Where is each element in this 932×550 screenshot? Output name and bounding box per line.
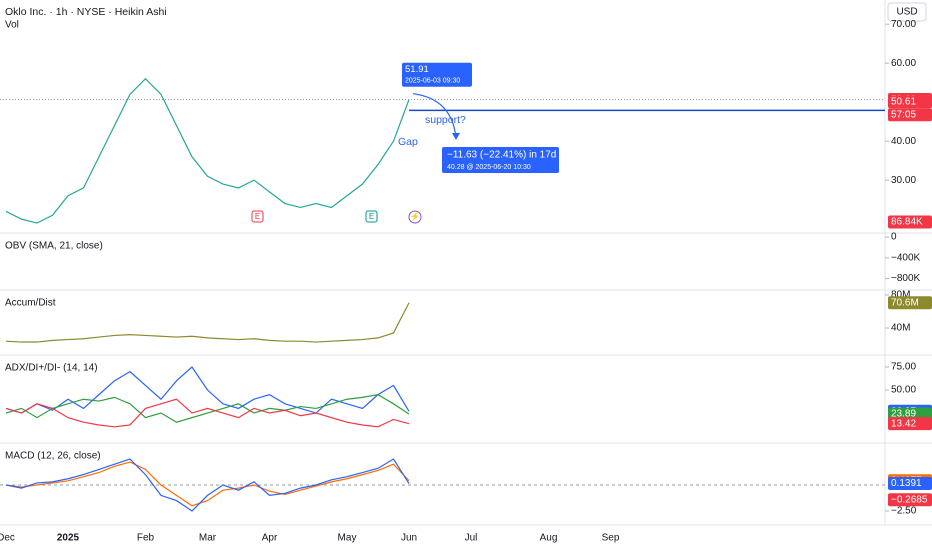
pane-title: OBV (SMA, 21, close) xyxy=(5,241,103,252)
measure-arrow xyxy=(412,93,457,139)
last-value-label: 13.42 xyxy=(891,418,916,429)
y-tick-label: 75.00 xyxy=(891,362,916,373)
y-tick-label: 40.00 xyxy=(891,136,916,147)
pane-title: ADX/DI+/DI- (14, 14) xyxy=(5,363,98,374)
y-tick-label: 40M xyxy=(891,323,910,334)
pane-title: MACD (12, 26, close) xyxy=(5,451,101,462)
svg-text:E: E xyxy=(369,212,374,221)
x-tick-label: Jul xyxy=(465,533,478,544)
pane-title: Oklo Inc. · 1h · NYSE · Heikin Ashi xyxy=(5,6,167,18)
last-value-label: 23.89 xyxy=(891,409,916,420)
x-tick-label: Apr xyxy=(262,533,278,544)
last-value-label-bg xyxy=(888,477,932,491)
measure-box xyxy=(442,147,559,174)
last-value-label: 0.1391 xyxy=(891,478,922,489)
pane-subtitle: Vol xyxy=(5,20,19,31)
x-tick-label: 2025 xyxy=(57,533,80,544)
currency: USD xyxy=(896,7,917,18)
series-line xyxy=(5,458,410,512)
series-line xyxy=(5,398,410,428)
measure-head xyxy=(452,133,460,141)
price-marker-bg xyxy=(888,95,932,109)
histogram-value-label: −0.2685 xyxy=(891,494,928,505)
y-tick-label: −800K xyxy=(891,273,921,284)
price-marker: 50.61 xyxy=(891,96,916,107)
x-tick-label: Mar xyxy=(199,533,217,544)
x-tick-label: Feb xyxy=(137,533,155,544)
countdown-bg xyxy=(888,108,932,122)
high-date: 2025-06-03 09:30 xyxy=(405,78,460,85)
x-tick-label: Aug xyxy=(540,533,558,544)
series-line xyxy=(5,302,410,343)
svg-text:⚡: ⚡ xyxy=(410,211,420,221)
y-tick-label: 60.00 xyxy=(891,58,916,69)
high-callout xyxy=(402,62,472,87)
x-tick-label: Sep xyxy=(602,533,620,544)
x-tick-label: May xyxy=(338,533,357,544)
series-line xyxy=(5,393,410,423)
last-value-label: 70.6M xyxy=(891,297,919,308)
currency-box[interactable] xyxy=(887,2,927,22)
earnings-icons: E E ⚡ xyxy=(251,210,422,224)
y-tick-label: 80M xyxy=(891,290,910,301)
pane-title: Accum/Dist xyxy=(5,298,56,309)
countdown: 57:05 xyxy=(891,109,916,120)
y-tick-label: −400K xyxy=(891,252,921,263)
x-tick-label: Dec xyxy=(0,533,15,544)
last-value-label-bg xyxy=(888,296,932,310)
y-tick-label: 50.00 xyxy=(891,385,916,396)
gap-label: Gap xyxy=(398,136,418,148)
svg-text:E: E xyxy=(255,212,260,221)
volume-marker: 86.84K xyxy=(891,217,923,228)
high-value: 51.91 xyxy=(405,64,429,75)
y-tick-label: 30.00 xyxy=(891,175,916,186)
y-tick-label: −2.50 xyxy=(891,506,917,517)
series-line xyxy=(5,461,410,507)
volume-marker-bg xyxy=(888,215,932,229)
y-tick-label: 70.00 xyxy=(891,19,916,30)
measure-detail: 40.28 @ 2025-06-20 10:30 xyxy=(447,164,531,171)
series-line xyxy=(5,77,410,224)
x-tick-label: Jun xyxy=(401,533,417,544)
histogram-value-label-bg xyxy=(888,493,932,507)
measure-label: −11.63 (−22.41%) in 17d 1h xyxy=(447,150,570,161)
y-tick-label: 0 xyxy=(891,232,897,243)
last-value-label-bg xyxy=(888,417,932,431)
support-label: support? xyxy=(425,114,466,126)
